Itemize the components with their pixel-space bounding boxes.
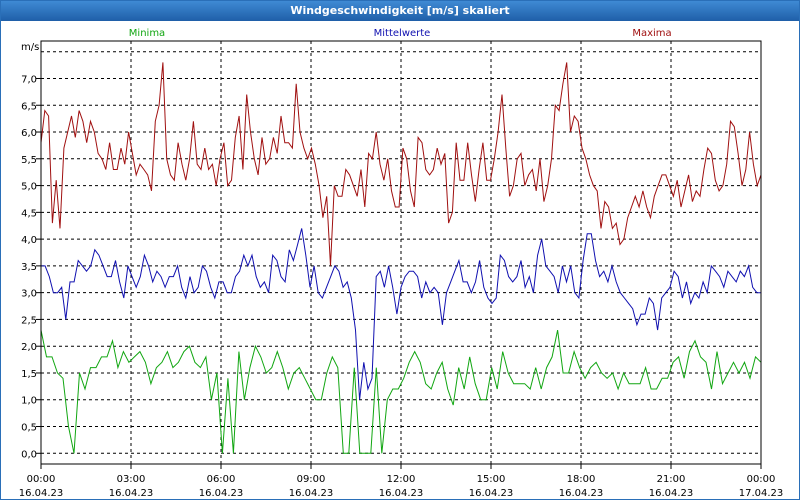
x-tick-date: 16.04.23 [19, 488, 64, 499]
x-tick-date: 17.04.23 [739, 488, 784, 499]
legend-minima: Minima [129, 28, 165, 39]
y-tick-label: 5,0 [21, 182, 37, 193]
window-title: Windgeschwindigkeit [m/s] skaliert [1, 1, 799, 21]
x-tick-date: 16.04.23 [199, 488, 244, 499]
y-tick-label: 4,0 [21, 235, 37, 246]
x-tick-date: 16.04.23 [109, 488, 154, 499]
series-lines [40, 62, 762, 454]
grid [36, 41, 762, 469]
y-tick-label: 2,0 [21, 342, 37, 353]
y-tick-label: 6,5 [21, 101, 37, 112]
x-tick-time: 09:00 [297, 474, 326, 485]
y-tick-label: 0,5 [21, 423, 37, 434]
x-tick-labels: 00:00 16.04.23 03:00 16.04.23 06:00 16.04.23 0… [19, 474, 784, 499]
x-tick-time: 03:00 [117, 474, 146, 485]
y-tick-label: 1,0 [21, 396, 37, 407]
x-tick-date: 16.04.23 [289, 488, 334, 499]
y-tick-label: 3,5 [21, 262, 37, 273]
y-tick-label: 3,0 [21, 289, 37, 300]
x-tick-time: 00:00 [27, 474, 56, 485]
y-tick-labels: 0,0 0,5 1,0 1,5 2,0 2,5 3,0 3,5 4,0 4,5 5,0 5,5 6,0 6… [21, 74, 37, 460]
x-tick-date: 16.04.23 [379, 488, 424, 499]
x-tick-date: 16.04.23 [649, 488, 694, 499]
y-tick-label: 2,5 [21, 315, 37, 326]
series-line-mittelwerte [41, 228, 761, 400]
legend-maxima: Maxima [632, 28, 671, 39]
legend-mittelwerte: Mittelwerte [374, 28, 431, 39]
x-tick-date: 16.04.23 [469, 488, 514, 499]
x-tick-time: 00:00 [747, 474, 776, 485]
series-line-minima [40, 329, 762, 454]
plot-border [40, 40, 762, 465]
chart-canvas: m/s Minima Mittelwerte Maxima 0,0 0,5 1,0 1… [19, 28, 784, 499]
y-tick-label: 0,0 [21, 449, 37, 460]
y-axis-unit: m/s [21, 42, 39, 53]
y-tick-label: 7,0 [21, 74, 37, 85]
x-tick-time: 12:00 [387, 474, 416, 485]
x-tick-time: 18:00 [567, 474, 596, 485]
x-tick-time: 21:00 [657, 474, 686, 485]
series-line-maxima [40, 62, 762, 266]
x-tick-date: 16.04.23 [559, 488, 604, 499]
x-tick-time: 06:00 [207, 474, 236, 485]
y-tick-label: 6,0 [21, 128, 37, 139]
y-tick-label: 5,5 [21, 155, 37, 166]
x-tick-time: 15:00 [477, 474, 506, 485]
y-tick-label: 1,5 [21, 369, 37, 380]
y-tick-label: 4,5 [21, 208, 37, 219]
